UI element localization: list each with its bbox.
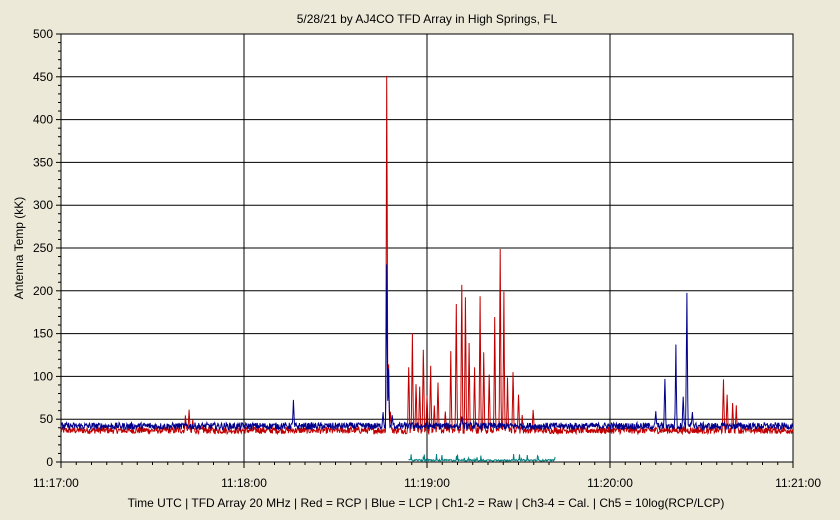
x-tick-label: 11:20:00 [587, 476, 633, 490]
series-line-rcp [60, 75, 794, 436]
x-tick-label: 11:19:00 [404, 476, 450, 490]
y-tick-label: 150 [33, 327, 53, 341]
y-tick-label: 100 [33, 369, 53, 383]
y-tick-label: 350 [33, 155, 53, 169]
y-tick-label: 500 [33, 27, 53, 41]
series-line-ratio [408, 453, 556, 463]
y-tick-label: 250 [33, 241, 53, 255]
x-tick-label: 11:21:00 [775, 476, 821, 490]
y-tick-label: 450 [33, 70, 53, 84]
x-axis-label: Time UTC | TFD Array 20 MHz | Red = RCP … [128, 496, 725, 510]
x-tick-label: 11:18:00 [221, 476, 267, 490]
y-axis-ticks: 0 50 100 150 200 250 300 350 400 450 500 [33, 27, 61, 469]
y-tick-label: 50 [40, 412, 54, 426]
series-layer [60, 75, 794, 463]
y-tick-label: 0 [46, 455, 53, 469]
y-axis-label: Antenna Temp (kK) [12, 197, 26, 300]
y-tick-label: 300 [33, 198, 53, 212]
y-tick-label: 400 [33, 113, 53, 127]
x-tick-label: 11:17:00 [33, 476, 79, 490]
x-axis-ticks: 11:17:00 11:18:00 11:19:00 11:20:00 11:21:00 [33, 462, 821, 490]
series-line-lcp [60, 264, 794, 432]
y-tick-label: 200 [33, 284, 53, 298]
grid [61, 34, 793, 462]
chart-title: 5/28/21 by AJ4CO TFD Array in High Sprin… [297, 12, 558, 26]
